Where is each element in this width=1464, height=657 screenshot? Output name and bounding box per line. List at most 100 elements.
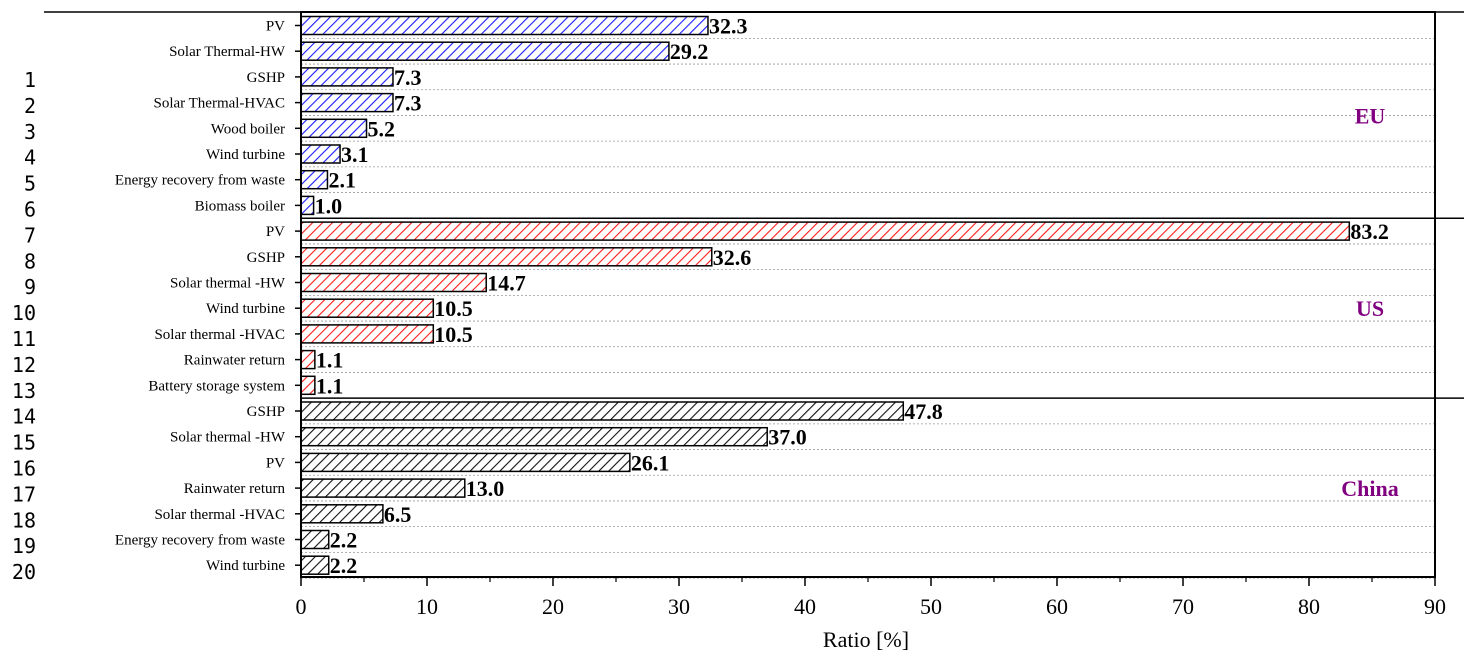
bar-us-6 xyxy=(300,375,316,396)
bar-us-0 xyxy=(300,221,1351,241)
line-number: 2 xyxy=(24,94,36,118)
category-label: Battery storage system xyxy=(148,378,285,394)
line-number: 12 xyxy=(12,353,36,377)
bar-us-3 xyxy=(300,298,435,318)
line-number: 9 xyxy=(24,275,36,299)
region-label-eu: EU xyxy=(1355,103,1386,128)
category-label: Energy recovery from waste xyxy=(115,173,285,189)
line-number: 1 xyxy=(24,68,36,92)
category-label: Solar thermal -HW xyxy=(170,276,286,292)
x-tick-label: 10 xyxy=(416,594,438,619)
line-number: 11 xyxy=(12,327,36,351)
x-tick-label: 20 xyxy=(542,594,564,619)
line-number: 5 xyxy=(24,172,36,196)
line-number: 16 xyxy=(12,457,36,481)
category-label: Wind turbine xyxy=(206,301,285,317)
value-label: 5.2 xyxy=(368,116,396,141)
category-label: Solar Thermal-HVAC xyxy=(153,96,285,112)
bar-china-3 xyxy=(300,478,466,498)
line-number: 17 xyxy=(12,482,36,506)
line-number: 20 xyxy=(12,560,36,584)
category-label: Wind turbine xyxy=(206,558,285,574)
line-number: 4 xyxy=(24,146,36,170)
value-label: 7.3 xyxy=(394,65,422,90)
bars xyxy=(300,15,1351,575)
region-labels: EU US China xyxy=(1341,103,1398,501)
x-tick-label: 0 xyxy=(296,594,307,619)
category-label: PV xyxy=(266,224,285,240)
value-label: 10.5 xyxy=(434,322,473,347)
value-label: 1.1 xyxy=(316,373,344,398)
line-number: 13 xyxy=(12,379,36,403)
value-label: 1.0 xyxy=(315,193,343,218)
category-label: GSHP xyxy=(247,404,285,420)
category-label: PV xyxy=(266,19,285,35)
bar-eu-5 xyxy=(300,144,341,164)
value-label: 6.5 xyxy=(384,502,412,527)
bar-us-2 xyxy=(300,272,487,293)
x-tick-label: 60 xyxy=(1046,594,1068,619)
bar-eu-7 xyxy=(300,195,315,216)
x-tick-label: 30 xyxy=(668,594,690,619)
bar-eu-4 xyxy=(300,118,368,139)
x-tick-label: 50 xyxy=(920,594,942,619)
bar-us-1 xyxy=(300,247,713,267)
bar-us-5 xyxy=(300,349,316,370)
category-label: Biomass boiler xyxy=(195,198,285,214)
region-label-china: China xyxy=(1341,476,1398,501)
bar-eu-6 xyxy=(300,169,329,190)
value-label: 32.6 xyxy=(713,245,752,270)
value-label: 2.1 xyxy=(328,168,356,193)
line-number: 3 xyxy=(24,120,36,144)
category-label: GSHP xyxy=(247,250,285,266)
x-tick-label: 80 xyxy=(1298,594,1320,619)
x-tick-label: 70 xyxy=(1172,594,1194,619)
value-label: 47.8 xyxy=(904,399,943,424)
value-label: 14.7 xyxy=(487,271,525,296)
category-label: Energy recovery from waste xyxy=(115,533,285,549)
value-labels: 32.329.27.37.35.23.12.11.083.232.614.710… xyxy=(315,14,1389,579)
bar-china-2 xyxy=(300,452,631,473)
value-label: 2.2 xyxy=(330,528,358,553)
x-axis-label: Ratio [%] xyxy=(823,627,909,652)
value-label: 29.2 xyxy=(670,39,709,64)
category-label: Solar thermal -HVAC xyxy=(154,507,285,523)
category-label: Wood boiler xyxy=(211,121,285,137)
line-number: 6 xyxy=(24,198,36,222)
x-tick-label: 90 xyxy=(1424,594,1446,619)
line-number: 8 xyxy=(24,249,36,273)
category-label: Rainwater return xyxy=(184,481,286,497)
value-label: 2.2 xyxy=(330,553,358,578)
value-label: 1.1 xyxy=(316,348,344,373)
line-number: 7 xyxy=(24,223,36,247)
category-label: GSHP xyxy=(247,70,285,86)
bar-china-1 xyxy=(300,426,768,447)
x-axis: 0 10 20 30 40 50 60 70 80 90 xyxy=(296,577,1446,619)
bar-us-4 xyxy=(300,324,435,344)
line-number: 14 xyxy=(12,405,36,429)
category-label: Wind turbine xyxy=(206,147,285,163)
bar-china-0 xyxy=(300,401,905,421)
x-tick-label: 40 xyxy=(794,594,816,619)
bar-eu-1 xyxy=(300,41,670,61)
bar-china-4 xyxy=(300,504,384,524)
category-label: PV xyxy=(266,455,285,471)
line-number: 15 xyxy=(12,431,36,455)
line-number: 18 xyxy=(12,508,36,532)
bar-eu-2 xyxy=(300,67,394,87)
line-number: 10 xyxy=(12,301,36,325)
value-label: 13.0 xyxy=(466,476,505,501)
category-label: Solar thermal -HW xyxy=(170,430,286,446)
category-label: Solar thermal -HVAC xyxy=(154,327,285,343)
bar-eu-0 xyxy=(300,15,709,36)
category-label: Rainwater return xyxy=(184,353,286,369)
value-label: 83.2 xyxy=(1350,219,1389,244)
bar-eu-3 xyxy=(300,92,394,113)
category-label: Solar Thermal-HW xyxy=(169,44,286,60)
value-label: 7.3 xyxy=(394,91,422,116)
region-label-us: US xyxy=(1356,296,1384,321)
bar-china-5 xyxy=(300,529,330,550)
value-label: 26.1 xyxy=(631,450,670,475)
